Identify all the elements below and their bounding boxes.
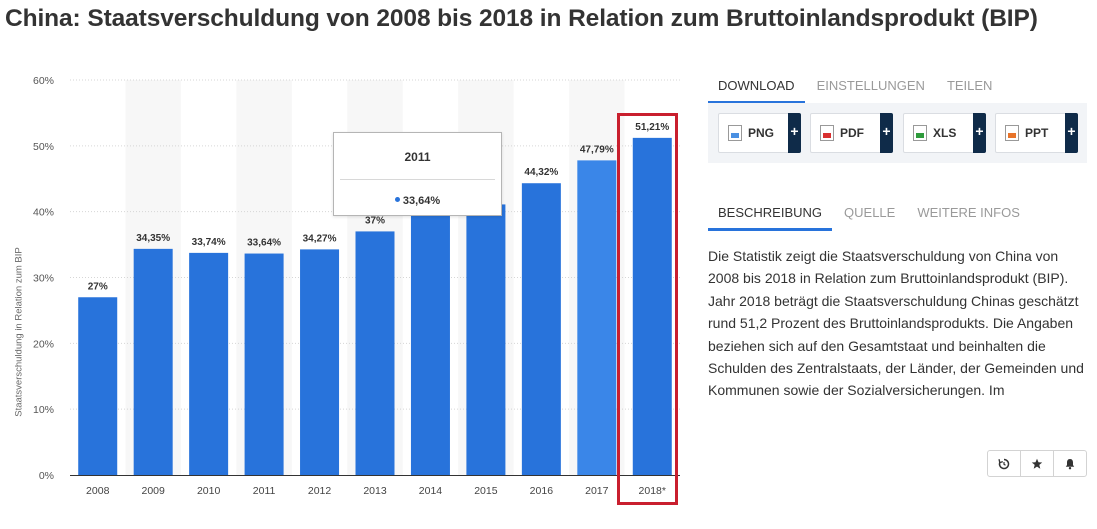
y-axis-title: Staatsverschuldung in Relation zum BIP xyxy=(13,247,25,417)
x-tick-label: 2016 xyxy=(530,485,554,497)
star-icon xyxy=(1031,458,1043,469)
data-label: 33,74% xyxy=(192,237,226,248)
bar xyxy=(300,249,340,475)
x-tick-label: 2017 xyxy=(585,485,609,497)
chart-tooltip: 2011 33,64% xyxy=(333,132,502,216)
tab-weitere-infos[interactable]: WEITERE INFOS xyxy=(917,205,1020,220)
plus-icon[interactable]: + xyxy=(973,113,986,153)
y-tick-label: 0% xyxy=(39,470,54,482)
plus-icon[interactable]: + xyxy=(788,113,801,153)
bar xyxy=(410,208,450,475)
tab-beschreibung[interactable]: BESCHREIBUNG xyxy=(708,205,833,231)
ppt-file-icon xyxy=(1005,125,1019,141)
data-label: 51,21% xyxy=(635,122,669,133)
x-tick-label: 2013 xyxy=(363,485,387,497)
page-title: China: Staatsverschuldung von 2008 bis 2… xyxy=(5,5,1038,32)
tab-einstellungen[interactable]: EINSTELLUNGEN xyxy=(816,78,925,93)
bar xyxy=(632,137,672,475)
png-file-icon xyxy=(728,125,742,141)
bar xyxy=(577,160,617,475)
data-label: 47,79% xyxy=(580,144,614,155)
x-tick-label: 2014 xyxy=(419,485,443,497)
bar xyxy=(521,183,561,475)
bar xyxy=(133,248,173,475)
action-icons xyxy=(987,450,1087,477)
notification-button[interactable] xyxy=(1053,450,1087,477)
x-tick-label: 2011 xyxy=(253,485,276,497)
tooltip-value-row: 33,64% xyxy=(334,195,501,207)
y-tick-label: 20% xyxy=(33,338,54,350)
tooltip-series-dot xyxy=(394,197,400,202)
download-xls-label: XLS xyxy=(933,126,957,140)
chart-area: 0% 10% 20% 30% 40% 50% 60% 27% 2008 34,35% 2009 33,… xyxy=(0,60,700,529)
download-xls-button[interactable]: XLS + xyxy=(903,113,986,153)
data-label: 33,64% xyxy=(247,238,281,249)
download-png-button[interactable]: PNG + xyxy=(718,113,801,153)
history-icon xyxy=(998,458,1010,469)
download-ppt-button[interactable]: PPT + xyxy=(995,113,1078,153)
x-tick-label: 2012 xyxy=(308,485,332,497)
data-label: 37% xyxy=(365,215,385,226)
bar xyxy=(189,252,229,475)
x-tick-label: 2009 xyxy=(142,485,166,497)
highlight-box-2018 xyxy=(617,113,678,505)
x-tick-label: 2015 xyxy=(474,485,498,497)
xls-file-icon xyxy=(913,125,927,141)
bar-chart: 0% 10% 20% 30% 40% 50% 60% 27% 2008 34,35% 2009 33,… xyxy=(33,75,680,497)
data-label: 44,32% xyxy=(524,167,558,178)
bar xyxy=(355,231,395,475)
download-png-label: PNG xyxy=(748,126,775,140)
tab-download[interactable]: DOWNLOAD xyxy=(708,78,805,104)
y-tick-label: 60% xyxy=(33,75,54,87)
data-label: 34,27% xyxy=(303,233,337,244)
x-tick-label: 2018* xyxy=(639,485,666,497)
download-ppt-label: PPT xyxy=(1025,126,1049,140)
data-label: 27% xyxy=(88,281,108,292)
pdf-file-icon xyxy=(820,125,834,141)
data-label: 34,35% xyxy=(136,233,170,244)
plus-icon[interactable]: + xyxy=(1065,113,1078,153)
x-tick-label: 2008 xyxy=(86,485,110,497)
download-tabs: DOWNLOAD EINSTELLUNGEN TEILEN xyxy=(708,78,1014,104)
download-pdf-button[interactable]: PDF + xyxy=(810,113,893,153)
tooltip-value: 33,64% xyxy=(402,195,441,207)
tab-quelle[interactable]: QUELLE xyxy=(844,205,896,220)
y-tick-label: 50% xyxy=(33,141,54,153)
bar xyxy=(466,204,506,476)
bell-icon xyxy=(1065,458,1075,469)
download-panel: PNG + PDF + XLS + PPT + xyxy=(708,103,1087,163)
y-tick-label: 10% xyxy=(33,404,54,416)
history-button[interactable] xyxy=(987,450,1021,477)
bar xyxy=(244,253,284,475)
plus-icon[interactable]: + xyxy=(880,113,893,153)
tab-teilen[interactable]: TEILEN xyxy=(946,78,993,93)
tooltip-title: 2011 xyxy=(404,150,431,164)
info-tabs: BESCHREIBUNG QUELLE WEITERE INFOS xyxy=(708,205,1042,231)
x-tick-label: 2010 xyxy=(197,485,221,497)
download-pdf-label: PDF xyxy=(840,126,864,140)
favorite-button[interactable] xyxy=(1020,450,1054,477)
y-tick-label: 30% xyxy=(33,273,54,285)
tooltip-divider xyxy=(340,179,495,180)
description-text: Die Statistik zeigt die Staatsverschuldu… xyxy=(708,248,1084,399)
bar xyxy=(78,297,118,475)
y-tick-label: 40% xyxy=(33,207,54,219)
